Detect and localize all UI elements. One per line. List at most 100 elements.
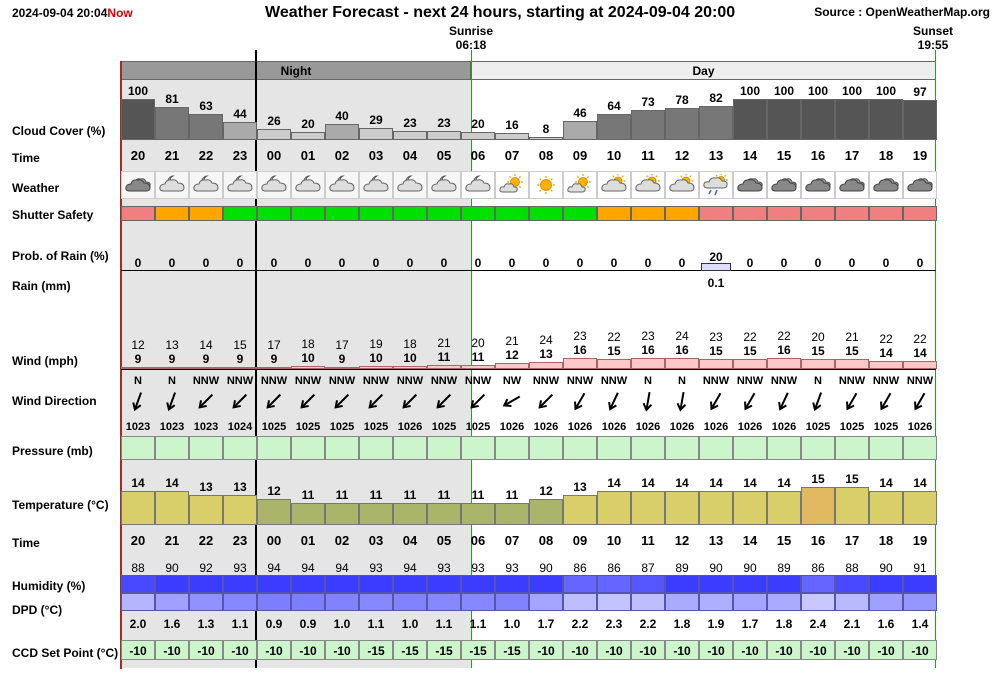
pressure-value: 1026	[737, 421, 763, 433]
cloud-cover-value: 26	[267, 114, 281, 129]
prob-rain-value: 0	[576, 256, 584, 270]
wind-gust-value: 24	[539, 333, 553, 347]
shutter-safety-cell	[223, 206, 257, 221]
wind-direction-value: NNW	[192, 375, 220, 387]
partly-cloudy-night-icon	[227, 175, 253, 192]
wind-bar	[257, 367, 291, 369]
dpd-value: 1.3	[197, 617, 215, 631]
temperature-value: 13	[233, 480, 247, 494]
pressure-label: Pressure (mb)	[12, 444, 93, 458]
pressure-value: 1026	[533, 421, 559, 433]
temperature-value: 14	[165, 476, 179, 490]
humidity-cell	[291, 575, 325, 593]
wind-direction-value: NNW	[260, 375, 288, 387]
wind-direction-value: NNW	[328, 375, 356, 387]
pressure-cell	[767, 436, 801, 460]
temperature-value: 13	[573, 480, 587, 494]
dpd-value: 1.8	[775, 617, 793, 631]
temperature-bar	[903, 491, 937, 525]
prob-rain-value: 0	[644, 256, 652, 270]
pressure-value: 1026	[771, 421, 797, 433]
time-value: 13	[708, 148, 724, 163]
wind-gust-value: 15	[233, 338, 247, 352]
ccd-cell	[359, 640, 393, 660]
shutter-safety-cell	[665, 206, 699, 221]
humidity-value: 94	[403, 561, 417, 575]
wind-speed-value: 15	[709, 344, 723, 359]
wind-gust-value: 21	[437, 335, 451, 350]
wind-gust-value: 13	[165, 338, 179, 352]
temperature-bar	[801, 487, 835, 525]
shutter-safety-cell	[393, 206, 427, 221]
humidity-value: 91	[913, 561, 927, 575]
dpd-cell	[563, 593, 597, 611]
dpd-value: 1.8	[673, 617, 691, 631]
dpd-cell	[529, 593, 563, 611]
shutter-safety-cell	[189, 206, 223, 221]
wind-speed-value: 16	[777, 342, 791, 357]
time-value: 23	[232, 148, 248, 163]
time-value-2: 16	[810, 533, 826, 548]
dpd-value: 0.9	[299, 617, 317, 631]
pressure-cell	[359, 436, 393, 460]
wind-bar	[189, 367, 223, 369]
wind-bar	[903, 360, 937, 369]
pressure-value: 1026	[703, 421, 729, 433]
shutter-safety-cell	[869, 206, 903, 221]
pressure-value: 1026	[567, 421, 593, 433]
wind-speed-value: 9	[236, 352, 244, 366]
temperature-bar	[291, 503, 325, 525]
pressure-cell	[291, 436, 325, 460]
temperature-bar	[733, 491, 767, 525]
wind-gust-value: 22	[879, 331, 893, 346]
ccd-cell	[767, 640, 801, 660]
dpd-cell	[665, 593, 699, 611]
cloud-cover-bar	[563, 121, 597, 140]
pressure-value: 1025	[261, 421, 287, 433]
cloud-cover-bar	[155, 106, 189, 140]
dpd-cell	[359, 593, 393, 611]
ccd-cell	[597, 640, 631, 660]
temperature-bar	[529, 499, 563, 525]
wind-arrow-icon	[642, 391, 653, 412]
ccd-cell	[903, 640, 937, 660]
cloudy-icon	[125, 178, 151, 192]
dpd-value: 1.6	[163, 617, 181, 631]
time-value-2: 13	[708, 533, 724, 548]
wind-gust-value: 22	[913, 331, 927, 346]
partly-cloudy-icon	[601, 174, 627, 192]
ccd-cell	[529, 640, 563, 660]
prob-rain-value: 0	[236, 256, 244, 270]
time-value-2: 22	[198, 533, 214, 548]
time-value-2: 06	[470, 533, 486, 548]
wind-gust-value: 21	[845, 330, 859, 345]
dpd-cell	[495, 593, 529, 611]
humidity-value: 94	[335, 561, 349, 575]
partly-cloudy-night-icon	[363, 175, 389, 192]
cloudy-icon	[771, 178, 797, 192]
shutter-safety-cell	[257, 206, 291, 221]
time-value: 21	[164, 148, 180, 163]
wind-direction-value: NNW	[838, 375, 866, 387]
wind-arrow-icon	[166, 392, 177, 412]
time-value: 14	[742, 148, 758, 163]
wind-gust-value: 17	[335, 338, 349, 352]
ccd-value: -15	[401, 644, 419, 658]
time-value: 16	[810, 148, 826, 163]
shutter-safety-cell	[699, 206, 733, 221]
humidity-cell	[903, 575, 937, 593]
wind-arrow-icon	[710, 392, 722, 411]
wind-bar	[529, 362, 563, 369]
pressure-cell	[733, 436, 767, 460]
ccd-value: -10	[877, 644, 895, 658]
temperature-bar	[359, 503, 393, 525]
temperature-value: 11	[369, 488, 383, 502]
temperature-value: 14	[879, 476, 893, 490]
wind-direction-value: NNW	[532, 375, 560, 387]
shutter-safety-cell	[359, 206, 393, 221]
cloud-cover-value: 78	[675, 93, 689, 108]
ccd-cell	[291, 640, 325, 660]
temperature-bar	[563, 495, 597, 525]
pressure-cell	[495, 436, 529, 460]
pressure-cell	[393, 436, 427, 460]
